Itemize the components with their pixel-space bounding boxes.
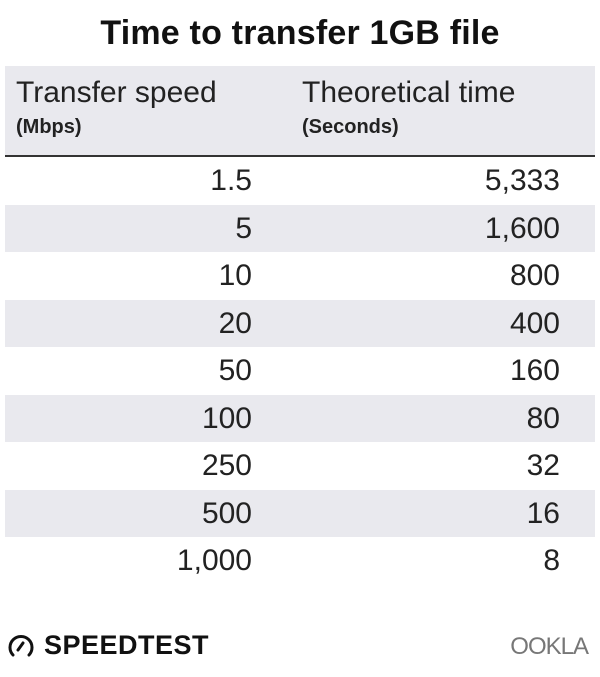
column-header-speed: Transfer speed: [16, 76, 217, 109]
table-row: 250 32: [5, 442, 595, 490]
table-row: 500 16: [5, 489, 595, 537]
time-cell: 80: [526, 401, 560, 435]
time-cell: 8: [543, 544, 560, 577]
speed-cell: 100: [201, 401, 252, 435]
column-unit-speed: (Mbps): [16, 116, 82, 138]
speedometer-icon: [8, 634, 34, 656]
time-cell: 16: [526, 496, 560, 530]
speed-cell: 500: [201, 496, 252, 530]
speed-cell: 10: [218, 259, 252, 292]
time-cell: 800: [509, 259, 560, 292]
column-unit-time: (Seconds): [302, 116, 399, 138]
ookla-logo: OOKLA: [510, 633, 589, 660]
transfer-table: Transfer speed (Mbps) Theoretical time (…: [5, 66, 595, 585]
table-row: 1.5 5,333: [5, 157, 595, 205]
table-row: 5 1,600: [5, 204, 595, 252]
speedtest-logo: SPEEDTEST: [8, 630, 209, 661]
table-row: 50 160: [5, 347, 595, 395]
speed-cell: 1,000: [176, 544, 252, 577]
speed-cell: 50: [218, 354, 252, 387]
table-row: 20 400: [5, 299, 595, 347]
time-cell: 1,600: [484, 211, 560, 245]
chart-title: Time to transfer 1GB file: [100, 14, 500, 52]
table-header: Transfer speed (Mbps) Theoretical time (…: [5, 66, 595, 157]
time-cell: 400: [509, 306, 560, 340]
speedtest-wordmark: SPEEDTEST: [44, 630, 210, 660]
time-cell: 5,333: [484, 164, 560, 197]
speed-cell: 5: [235, 211, 252, 245]
speed-cell: 250: [201, 449, 252, 482]
speed-cell: 20: [218, 306, 252, 340]
column-header-time: Theoretical time: [302, 76, 516, 109]
table-row: 100 80: [5, 394, 595, 442]
table-body: 1.5 5,333 5 1,600 10 800 20 400 50 160 100 80 250 32 5…: [5, 157, 595, 585]
table-row: 10 800: [5, 252, 595, 300]
time-cell: 32: [526, 449, 560, 482]
speed-cell: 1.5: [210, 164, 252, 197]
footer: SPEEDTEST OOKLA: [0, 628, 600, 668]
time-cell: 160: [509, 354, 560, 387]
table-row: 1,000 8: [5, 537, 595, 585]
